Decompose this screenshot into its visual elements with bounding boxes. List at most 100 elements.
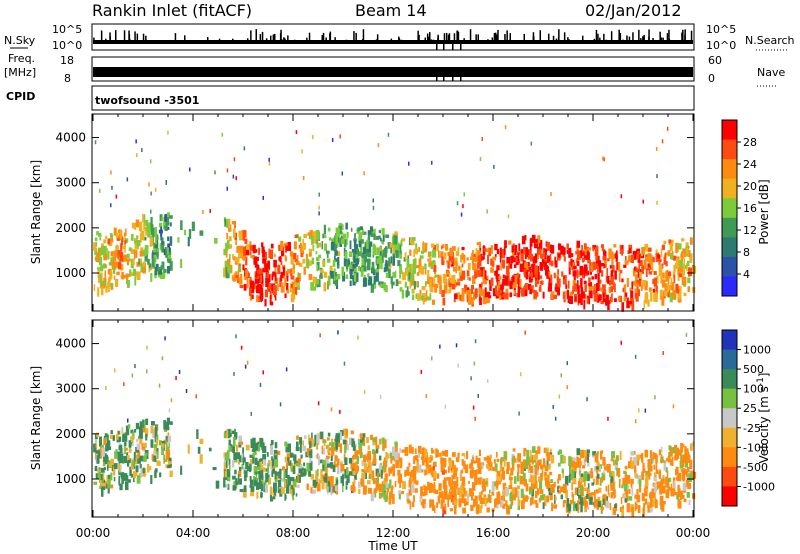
heatmap-cell bbox=[505, 500, 508, 507]
heatmap-cell bbox=[450, 465, 454, 473]
heatmap-cell bbox=[135, 422, 139, 430]
heatmap-cell bbox=[292, 264, 295, 273]
heatmap-cell bbox=[371, 470, 375, 481]
heatmap-cell bbox=[156, 434, 159, 441]
heatmap-cell bbox=[334, 272, 337, 277]
nsky-spike bbox=[123, 30, 126, 44]
heatmap-cell bbox=[566, 249, 569, 254]
heatmap-cell bbox=[407, 499, 410, 504]
heatmap-cell bbox=[680, 454, 683, 463]
heatmap-cell bbox=[659, 289, 664, 300]
heatmap-cell bbox=[227, 483, 230, 490]
heatmap-cell bbox=[135, 472, 138, 476]
heatmap-cell bbox=[354, 451, 358, 460]
heatmap-cell bbox=[249, 292, 253, 301]
nsky-spike bbox=[618, 29, 620, 44]
heatmap-cell bbox=[342, 482, 344, 493]
heatmap-cell bbox=[524, 262, 528, 269]
heatmap-cell bbox=[441, 245, 443, 250]
heatmap-cell bbox=[558, 278, 561, 288]
heatmap-cell bbox=[161, 356, 164, 361]
heatmap-cell bbox=[279, 470, 282, 480]
heatmap-cell bbox=[350, 261, 354, 267]
heatmap-cell bbox=[146, 345, 148, 350]
heatmap-cell bbox=[655, 146, 658, 151]
heatmap-cell bbox=[656, 200, 658, 205]
heatmap-cell bbox=[255, 470, 258, 481]
heatmap-cell bbox=[628, 255, 632, 263]
heatmap-cell bbox=[334, 461, 336, 465]
heatmap-cell bbox=[661, 485, 666, 494]
heatmap-cell bbox=[249, 241, 252, 248]
heatmap-cell bbox=[241, 463, 244, 470]
heatmap-cell bbox=[630, 290, 634, 299]
heatmap-cell bbox=[422, 447, 425, 456]
heatmap-cell bbox=[626, 474, 631, 484]
heatmap-cell bbox=[412, 259, 417, 267]
heatmap-cell bbox=[159, 214, 163, 222]
heatmap-cell bbox=[667, 290, 670, 298]
heatmap-cell bbox=[489, 279, 491, 284]
heatmap-cell bbox=[223, 432, 228, 439]
heatmap-cell bbox=[624, 471, 627, 481]
heatmap-cell bbox=[442, 506, 447, 515]
heatmap-cell bbox=[614, 298, 617, 302]
heatmap-cell bbox=[382, 484, 386, 494]
heatmap-cell bbox=[356, 258, 359, 264]
nsky-spike bbox=[475, 34, 477, 44]
heatmap-cell bbox=[421, 286, 426, 291]
nsky-spike bbox=[496, 34, 498, 44]
heatmap-cell bbox=[280, 261, 283, 265]
heatmap-cell bbox=[648, 271, 653, 275]
heatmap-cell bbox=[232, 485, 237, 491]
heatmap-cell bbox=[394, 231, 398, 236]
heatmap-cell bbox=[208, 447, 212, 452]
heatmap-cell bbox=[161, 241, 165, 247]
heatmap-cell bbox=[562, 292, 565, 299]
heatmap-cell bbox=[628, 496, 633, 501]
heatmap-cell bbox=[539, 275, 543, 279]
heatmap-cell bbox=[652, 499, 655, 507]
heatmap-cell bbox=[101, 447, 105, 457]
heatmap-cell bbox=[323, 447, 325, 455]
heatmap-cell bbox=[447, 498, 450, 507]
heatmap-cell bbox=[506, 504, 509, 512]
heatmap-cell bbox=[334, 240, 338, 248]
heatmap-cell bbox=[228, 458, 231, 467]
heatmap-cell bbox=[349, 270, 353, 280]
heatmap-cell bbox=[534, 253, 538, 258]
heatmap-cell bbox=[533, 459, 537, 463]
heatmap-cell bbox=[497, 492, 501, 500]
heatmap-cell bbox=[442, 479, 447, 490]
heatmap-cell bbox=[586, 453, 589, 463]
heatmap-cell bbox=[565, 493, 568, 498]
heatmap-cell bbox=[331, 238, 333, 242]
nsky-spike bbox=[353, 31, 355, 44]
heatmap-cell bbox=[470, 376, 472, 381]
heatmap-cell bbox=[335, 227, 338, 237]
x-tick-label: 04:00 bbox=[176, 526, 211, 540]
power-ylabel: Slant Range [km] bbox=[29, 160, 43, 264]
heatmap-cell bbox=[318, 254, 322, 259]
heatmap-cell bbox=[572, 501, 576, 512]
heatmap-cell bbox=[511, 457, 514, 465]
heatmap-cell bbox=[441, 496, 445, 504]
heatmap-cell bbox=[264, 263, 269, 273]
heatmap-cell bbox=[652, 452, 655, 460]
heatmap-cell bbox=[105, 235, 108, 239]
nsky-spike bbox=[293, 39, 296, 44]
nsky-spike bbox=[261, 31, 264, 44]
heatmap-cell bbox=[387, 132, 390, 137]
heatmap-cell bbox=[620, 194, 623, 199]
heatmap-cell bbox=[249, 280, 254, 287]
heatmap-cell bbox=[242, 457, 246, 463]
heatmap-cell bbox=[370, 434, 373, 440]
nsky-spike bbox=[105, 38, 107, 44]
heatmap-cell bbox=[279, 402, 282, 407]
heatmap-cell bbox=[501, 249, 505, 259]
colorbar-swatch bbox=[722, 178, 737, 199]
heatmap-cell bbox=[524, 284, 528, 290]
heatmap-cell bbox=[561, 468, 564, 474]
heatmap-cell bbox=[410, 263, 413, 268]
heatmap-cell bbox=[245, 269, 248, 278]
